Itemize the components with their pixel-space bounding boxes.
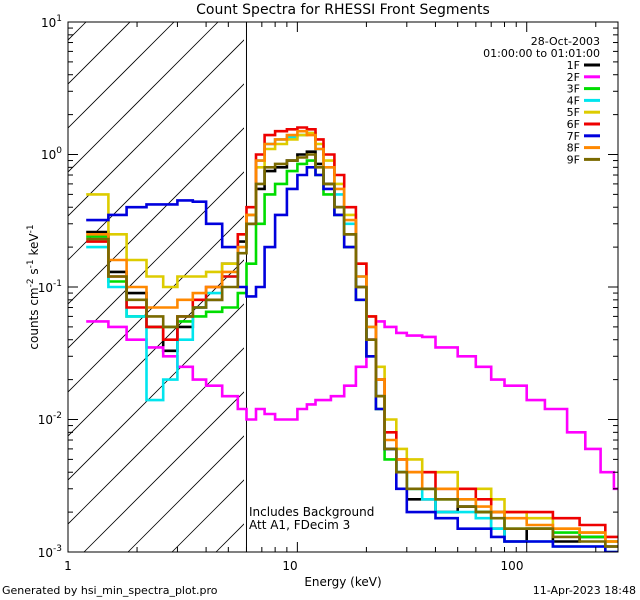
annotation: Includes Background Att A1, FDecim 3: [249, 505, 374, 532]
footer-timestamp: 11-Apr-2023 18:48: [533, 584, 636, 597]
hatch-line: [68, 127, 244, 305]
legend-label: 3F: [567, 83, 580, 96]
series-line-8f: [86, 129, 618, 543]
x-axis-label: Energy (keV): [304, 575, 381, 589]
legend-label: 5F: [567, 106, 580, 119]
y-tick-label: 10-1: [38, 279, 62, 295]
series-line-6f: [86, 126, 618, 539]
series-line-4f: [86, 131, 618, 552]
hatch-line: [68, 39, 244, 217]
legend-label: 2F: [567, 71, 580, 84]
x-tick-label: 1: [64, 559, 72, 573]
annotation-line: Att A1, FDecim 3: [249, 518, 350, 532]
hatch-line: [83, 391, 244, 552]
legend: 28-Oct-2003 01:00:00 to 01:01:00 1F2F3F4…: [483, 35, 600, 166]
legend-time-range: 01:00:00 to 01:01:00: [483, 47, 600, 60]
y-tick-labels: 101 100 10-1 10-2 10-3: [38, 14, 63, 560]
legend-label: 8F: [567, 142, 580, 155]
legend-label: 9F: [567, 153, 580, 166]
legend-label: 1F: [567, 59, 580, 72]
x-tick-labels: 1 10 100: [64, 559, 523, 573]
series-line-2f: [86, 320, 618, 491]
footer-generated-by: Generated by hsi_min_spectra_plot.pro: [2, 584, 218, 597]
series-line-5f: [86, 131, 618, 543]
y-tick-label: 10-3: [38, 544, 62, 560]
x-tick-label: 10: [282, 559, 297, 573]
series-line-9f: [86, 153, 618, 548]
y-tick-label: 10-2: [38, 411, 62, 427]
y-tick-label: 101: [41, 14, 62, 30]
legend-date: 28-Oct-2003: [531, 35, 600, 48]
axis-ticks: [67, 21, 618, 553]
legend-label: 7F: [567, 130, 580, 143]
legend-label: 4F: [567, 94, 580, 107]
annotation-line: Includes Background: [249, 505, 374, 519]
hatch-line: [68, 83, 244, 261]
series-line-1f: [86, 150, 618, 548]
plot-frame: [67, 21, 619, 553]
y-tick-label: 100: [41, 146, 62, 162]
chart-title: Count Spectra for RHESSI Front Segments: [196, 2, 490, 18]
y-axis-label: counts cm-2 s-1 keV-1: [26, 224, 41, 349]
x-tick-label: 100: [501, 559, 524, 573]
hatch-line: [68, 22, 175, 129]
hatch-line: [68, 22, 219, 173]
legend-label: 6F: [567, 118, 580, 131]
svg-text:counts cm-2 s-1 keV-1: counts cm-2 s-1 keV-1: [26, 224, 41, 349]
series-group: [86, 126, 618, 552]
hatch-line: [524, 22, 640, 552]
hatch-line: [68, 347, 244, 525]
hatch-line: [68, 303, 244, 481]
hatch-line: [127, 435, 244, 552]
hatched-region: [68, 22, 640, 552]
